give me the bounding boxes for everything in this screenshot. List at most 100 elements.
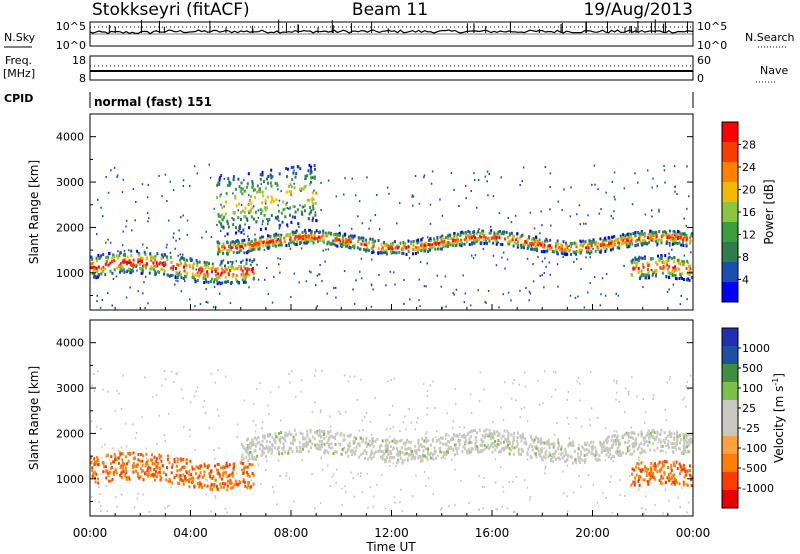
data-cell: [313, 437, 316, 441]
data-cell: [402, 421, 405, 424]
data-cell: [261, 449, 264, 453]
data-cell: [201, 267, 204, 271]
data-cell: [243, 251, 246, 255]
data-cell: [583, 461, 586, 464]
data-cell: [443, 243, 446, 247]
data-cell: [643, 512, 646, 515]
data-cell: [382, 249, 385, 253]
data-cell: [309, 430, 312, 434]
data-cell: [507, 440, 509, 444]
data-cell: [588, 239, 591, 243]
cpid-label: CPID: [4, 92, 33, 105]
data-cell: [267, 223, 269, 226]
data-cell: [361, 222, 364, 225]
data-cell: [517, 243, 519, 247]
data-cell: [261, 209, 264, 213]
data-cell: [99, 306, 102, 309]
data-cell: [189, 401, 192, 404]
data-cell: [276, 447, 279, 451]
data-cell: [531, 448, 534, 452]
data-cell: [318, 439, 321, 443]
data-cell: [559, 247, 562, 251]
data-cell: [311, 435, 314, 439]
data-cell: [441, 436, 444, 440]
data-cell: [564, 459, 567, 463]
data-cell: [101, 299, 104, 301]
data-cell: [393, 437, 396, 440]
data-cell: [265, 444, 268, 448]
data-cell: [90, 456, 93, 460]
data-cell: [613, 235, 616, 238]
data-cell: [666, 263, 668, 267]
data-cell: [199, 464, 202, 468]
data-cell: [638, 236, 641, 240]
data-cell: [111, 257, 114, 260]
data-cell: [143, 281, 145, 284]
x-tick-label: 00:00: [676, 526, 711, 540]
data-cell: [464, 436, 467, 440]
data-cell: [172, 236, 174, 239]
data-cell: [420, 238, 422, 241]
data-cell: [182, 397, 184, 400]
data-cell: [218, 220, 221, 224]
data-cell: [476, 445, 478, 449]
data-cell: [120, 269, 123, 273]
data-cell: [319, 409, 322, 412]
data-cell: [637, 266, 640, 270]
data-cell: [473, 241, 476, 245]
data-cell: [94, 480, 97, 484]
data-cell: [222, 485, 225, 489]
velocity-colorbar-swatch: [722, 346, 738, 365]
data-cell: [589, 424, 592, 427]
data-cell: [666, 460, 669, 464]
data-cell: [403, 302, 405, 305]
data-cell: [131, 269, 134, 273]
data-cell: [179, 474, 182, 477]
data-cell: [385, 242, 388, 246]
data-cell: [107, 390, 109, 393]
data-cell: [203, 462, 206, 466]
data-cell: [281, 436, 284, 440]
data-cell: [224, 267, 227, 271]
data-cell: [454, 238, 457, 242]
data-cell: [246, 473, 249, 477]
data-cell: [595, 450, 598, 454]
data-cell: [416, 250, 419, 254]
data-cell: [580, 450, 582, 454]
data-cell: [483, 486, 486, 489]
data-cell: [288, 477, 291, 480]
data-cell: [308, 163, 311, 167]
data-cell: [191, 275, 194, 279]
data-cell: [280, 233, 283, 236]
data-cell: [582, 244, 584, 248]
data-cell: [401, 510, 403, 513]
data-cell: [360, 242, 363, 246]
data-cell: [390, 452, 393, 456]
data-cell: [371, 433, 373, 436]
data-cell: [222, 226, 225, 230]
data-cell: [244, 280, 247, 284]
data-cell: [347, 434, 349, 438]
data-cell: [100, 267, 103, 271]
data-cell: [563, 252, 566, 256]
data-cell: [96, 300, 98, 302]
data-cell: [158, 470, 161, 474]
data-cell: [458, 432, 461, 436]
data-cell: [642, 436, 645, 440]
data-cell: [195, 465, 198, 469]
data-cell: [317, 443, 320, 447]
data-cell: [246, 446, 249, 450]
data-cell: [440, 508, 442, 511]
data-cell: [264, 199, 267, 203]
data-cell: [367, 457, 370, 461]
data-cell: [441, 234, 444, 238]
data-cell: [686, 259, 688, 263]
data-cell: [478, 400, 481, 403]
data-cell: [637, 258, 640, 262]
data-cell: [463, 301, 466, 304]
data-cell: [399, 241, 402, 245]
data-cell: [667, 473, 670, 477]
data-cell: [448, 505, 450, 508]
data-cell: [186, 233, 188, 236]
data-cell: [207, 463, 210, 467]
